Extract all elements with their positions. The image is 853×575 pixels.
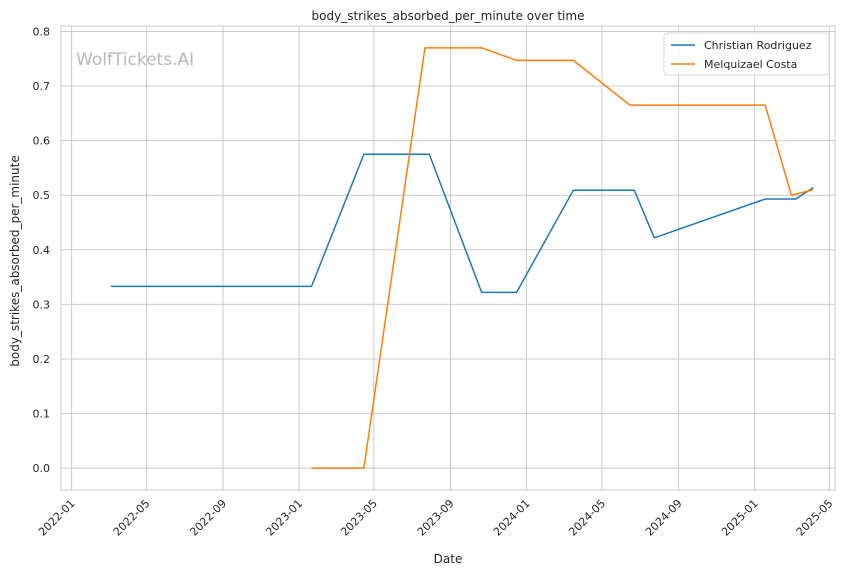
watermark: WolfTickets.AI <box>76 50 194 70</box>
plot-area <box>61 26 835 490</box>
legend-box <box>663 32 830 76</box>
y-tick-label: 0.4 <box>33 244 51 257</box>
x-tick-label: 2024-09 <box>643 497 685 539</box>
y-tick-label: 0.3 <box>33 298 51 311</box>
x-tick-label: 2022-05 <box>111 497 153 539</box>
y-tick-label: 0.0 <box>33 462 51 475</box>
x-tick-labels: 2022-01 2022-05 2022-09 2023-01 2023-05 2023-… <box>36 497 835 539</box>
y-tick-label: 0.6 <box>33 135 51 148</box>
y-tick-label: 0.7 <box>33 80 51 93</box>
x-tick-label: 2025-01 <box>719 497 761 539</box>
x-tick-label: 2023-01 <box>263 497 305 539</box>
x-tick-label: 2025-05 <box>794 497 836 539</box>
x-tick-label: 2023-05 <box>338 497 380 539</box>
x-tick-label: 2022-09 <box>187 497 229 539</box>
series-layer <box>110 47 814 469</box>
series-line-christian-rodriguez <box>110 153 814 294</box>
y-tick-label: 0.1 <box>33 408 51 421</box>
y-axis-label: body_strikes_absorbed_per_minute <box>8 155 22 366</box>
legend-label-christian-rodriguez: Christian Rodriguez <box>704 39 812 52</box>
y-tick-label: 0.8 <box>33 25 51 38</box>
legend-label-melquizael-costa: Melquizael Costa <box>704 58 797 71</box>
x-tick-label: 2023-09 <box>415 497 457 539</box>
y-tick-label: 0.5 <box>33 189 51 202</box>
x-tick-label: 2022-01 <box>36 497 78 539</box>
y-tick-labels: 0.0 0.1 0.2 0.3 0.4 0.5 0.6 0.7 0.8 <box>33 25 51 475</box>
chart-title: body_strikes_absorbed_per_minute over ti… <box>312 9 585 23</box>
x-tick-label: 2024-05 <box>566 497 608 539</box>
legend: Christian Rodriguez Melquizael Costa <box>663 32 830 76</box>
x-axis-label: Date <box>434 552 463 566</box>
y-tick-label: 0.2 <box>33 353 51 366</box>
grid <box>61 26 835 490</box>
x-tick-label: 2024-01 <box>491 497 533 539</box>
plot-frame <box>60 25 836 491</box>
series-line-melquizael-costa <box>311 47 814 469</box>
